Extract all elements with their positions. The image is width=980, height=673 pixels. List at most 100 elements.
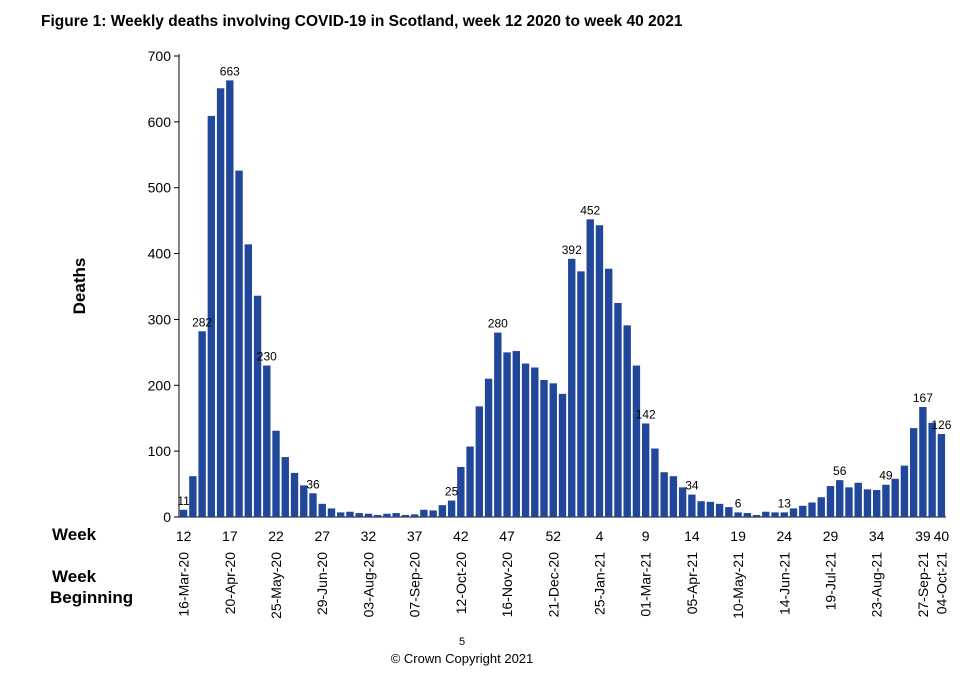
bar: [207, 115, 216, 518]
bar: [179, 509, 188, 517]
date-tick-label: 20-Apr-20: [222, 552, 238, 614]
data-label: 56: [833, 464, 847, 478]
week-tick-label: 40: [934, 528, 950, 544]
date-tick-label: 12-Oct-20: [453, 552, 469, 614]
week-tick-label: 12: [176, 528, 192, 544]
data-label: 452: [580, 203, 600, 217]
week-tick-label: 52: [545, 528, 561, 544]
bar: [438, 505, 447, 517]
date-tick-label: 29-Jun-20: [314, 552, 330, 615]
data-label: 11: [177, 494, 190, 508]
y-tick-label: 700: [148, 48, 172, 64]
data-label: 142: [636, 407, 656, 421]
bar: [512, 351, 520, 517]
date-tick-label: 03-Aug-20: [360, 552, 376, 618]
bar: [540, 380, 548, 517]
week-tick-label: 22: [268, 528, 284, 544]
bar: [346, 511, 354, 517]
bar: [752, 515, 761, 517]
bar: [577, 271, 585, 517]
bar: [503, 352, 511, 517]
bar: [697, 501, 705, 517]
data-label: 126: [931, 418, 951, 432]
bar: [734, 512, 742, 517]
bar: [318, 503, 326, 517]
bar: [521, 363, 530, 517]
bar: [900, 465, 909, 517]
week-axis-label: Week: [52, 525, 97, 544]
bar: [836, 480, 844, 517]
data-label: 167: [913, 391, 933, 405]
bar: [771, 512, 779, 517]
copyright-notice: © Crown Copyright 2021: [390, 651, 534, 666]
bar: [429, 510, 437, 517]
week-beginning-axis-label: Week Beginning: [50, 566, 133, 608]
bar: [937, 434, 946, 517]
bar: [355, 513, 363, 517]
date-tick-label: 01-Mar-21: [638, 552, 654, 617]
date-tick-label: 19-Jul-21: [822, 552, 838, 611]
week-tick-label: 32: [361, 528, 377, 544]
bar: [651, 448, 659, 517]
bar: [873, 490, 881, 517]
data-label: 13: [778, 496, 792, 510]
bar: [447, 500, 456, 517]
data-label: 280: [488, 317, 508, 331]
bar: [290, 472, 299, 517]
bar: [641, 423, 650, 517]
bar: [216, 88, 225, 518]
bar: [688, 494, 696, 517]
chart-title: Figure 1: Weekly deaths involving COVID-…: [41, 13, 683, 30]
data-label: 663: [220, 64, 240, 78]
bar: [364, 513, 373, 517]
bar: [715, 503, 724, 517]
data-label: 49: [879, 469, 893, 483]
data-label: 6: [735, 496, 742, 510]
bar: [263, 365, 271, 517]
bar: [475, 406, 484, 517]
bar: [743, 513, 752, 517]
bar: [808, 502, 816, 517]
date-tick-label: 23-Aug-21: [869, 552, 885, 618]
bar: [198, 331, 206, 517]
bar: [226, 80, 234, 518]
week-tick-label: 9: [642, 528, 650, 544]
bar: [494, 332, 502, 517]
bar: [882, 484, 890, 517]
bar: [235, 170, 243, 517]
bar: [558, 393, 567, 517]
y-tick-label: 0: [163, 509, 171, 525]
week-beginning-label-line2: Beginning: [50, 588, 134, 607]
week-tick-label: 17: [222, 528, 238, 544]
data-label: 34: [685, 479, 699, 493]
bar: [244, 244, 252, 517]
week-beginning-label-line1: Week: [52, 567, 97, 586]
bar: [595, 225, 604, 517]
bar: [780, 512, 788, 517]
date-tick-label: 16-Mar-20: [176, 552, 192, 617]
bar: [799, 505, 807, 517]
bar: [660, 472, 668, 517]
bar: [327, 508, 336, 517]
week-tick-label: 37: [407, 528, 423, 544]
bar: [919, 407, 927, 517]
bar: [854, 482, 862, 517]
bar: [817, 497, 825, 517]
bar: [586, 219, 594, 517]
week-tick-label: 24: [776, 528, 792, 544]
bar: [623, 325, 631, 517]
date-tick-label: 10-May-21: [730, 552, 746, 619]
bar: [845, 487, 853, 517]
y-tick-label: 400: [148, 246, 172, 262]
bar: [669, 476, 678, 517]
bar: [309, 493, 317, 517]
y-tick-label: 200: [148, 377, 172, 393]
date-tick-label: 14-Jun-21: [776, 552, 792, 615]
date-tick-label: 04-Oct-21: [933, 552, 949, 614]
bar: [281, 457, 289, 517]
data-label: 230: [257, 350, 277, 364]
bar: [337, 512, 345, 517]
date-tick-label: 05-Apr-21: [684, 552, 700, 614]
week-tick-label: 42: [453, 528, 469, 544]
